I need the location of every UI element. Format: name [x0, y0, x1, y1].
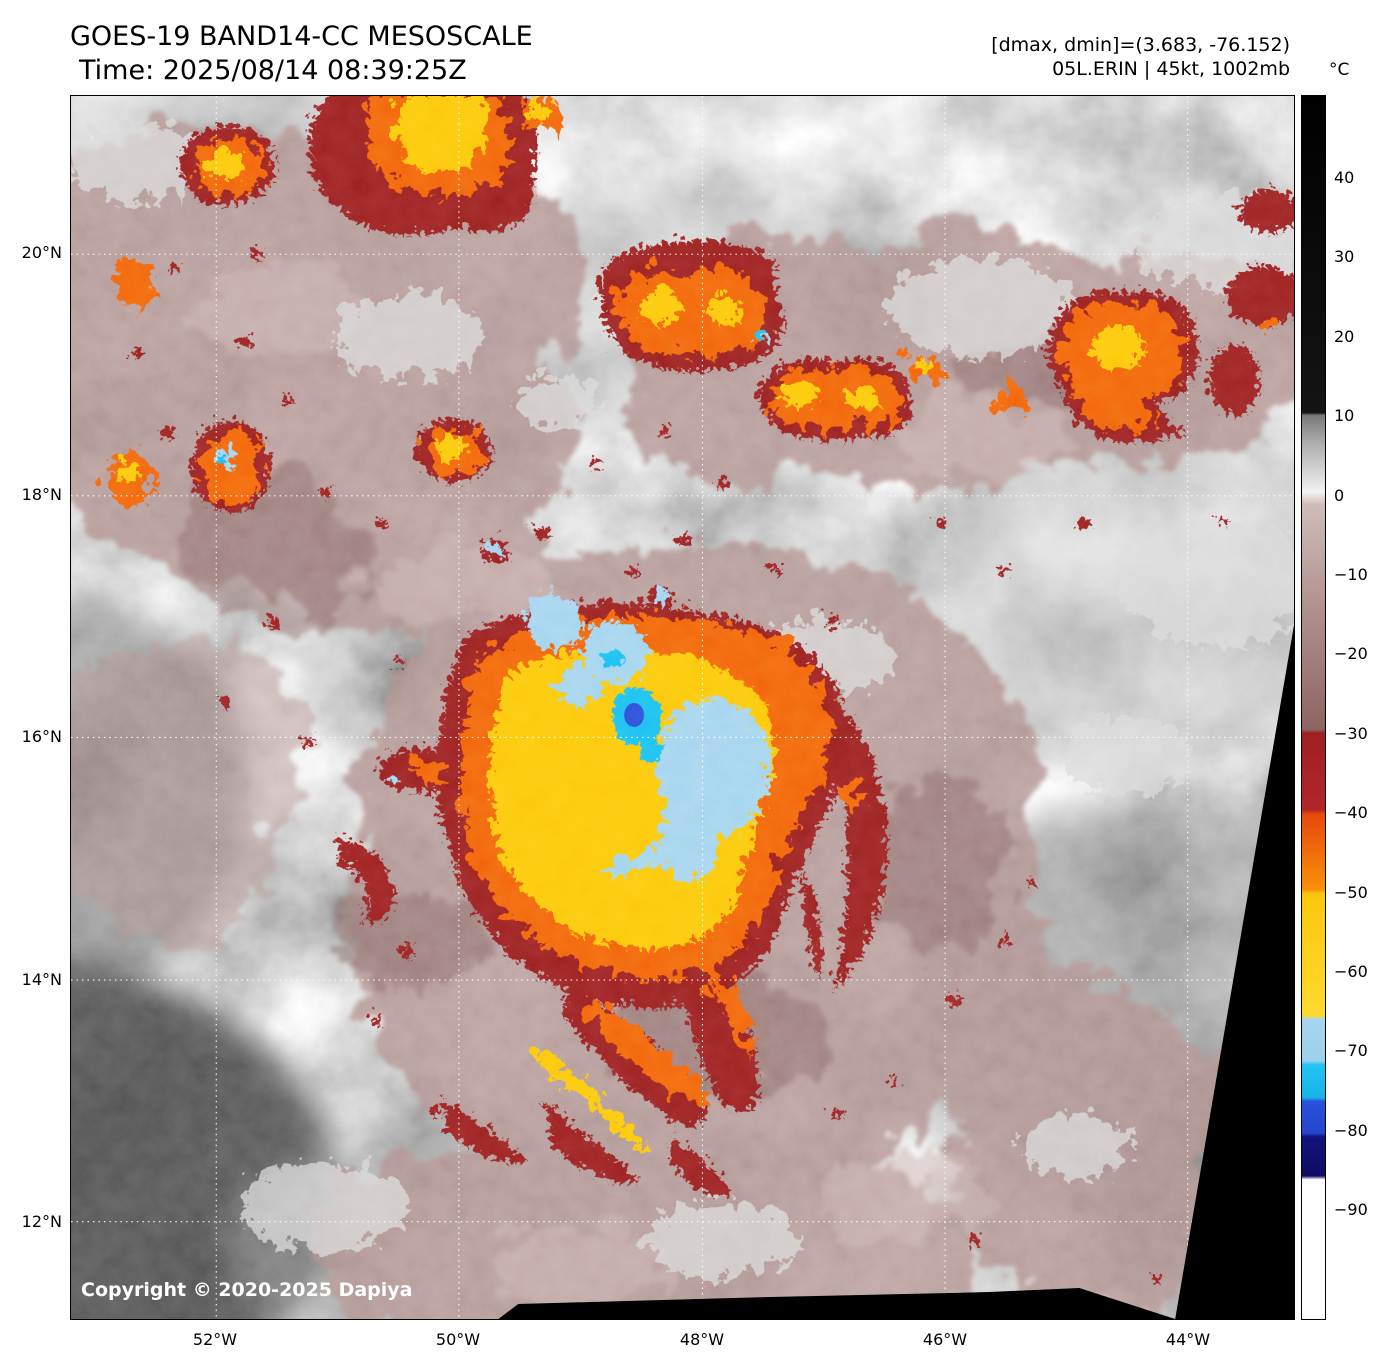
satellite-imagery-svg: [71, 96, 1294, 1319]
storm-info-readout: 05L.ERIN | 45kt, 1002mb: [1052, 58, 1290, 80]
timestamp: Time: 2025/08/14 08:39:25Z: [79, 55, 467, 86]
colorbar-tick: −80: [1334, 1121, 1368, 1140]
copyright-notice: Copyright © 2020-2025 Dapiya: [81, 1279, 413, 1301]
grain-texture-overlay: [71, 96, 1294, 1319]
lon-label: 50°W: [435, 1330, 481, 1349]
colorbar-tick: 0: [1334, 486, 1345, 505]
lon-label: 44°W: [1165, 1330, 1211, 1349]
colorbar-tick: −70: [1334, 1041, 1368, 1060]
colorbar-tick: −10: [1334, 565, 1368, 584]
temperature-colorbar: [1301, 95, 1326, 1320]
colorbar-tick: 10: [1334, 406, 1355, 425]
colorbar-tick: −60: [1334, 962, 1368, 981]
colorbar-tick: 20: [1334, 327, 1355, 346]
graticule-gridlines: [71, 96, 1294, 1319]
scan-edge-no-data: [498, 625, 1294, 1319]
lon-label: 46°W: [922, 1330, 968, 1349]
product-title: GOES-19 BAND14-CC MESOSCALE: [70, 21, 533, 52]
colorbar-tick: 40: [1334, 168, 1355, 187]
colorbar-tick: −20: [1334, 644, 1368, 663]
colorbar-tick: −50: [1334, 883, 1368, 902]
lon-label: 48°W: [679, 1330, 725, 1349]
lat-label: 16°N: [21, 727, 62, 746]
colorbar-tick: −30: [1334, 724, 1368, 743]
lat-label: 12°N: [21, 1212, 62, 1231]
lon-label: 52°W: [192, 1330, 238, 1349]
lat-label: 14°N: [21, 970, 62, 989]
colorbar-tick: 30: [1334, 247, 1355, 266]
colorbar-unit-label: °C: [1329, 60, 1350, 80]
colorbar-tick: −90: [1334, 1200, 1368, 1219]
colorbar-tick: −40: [1334, 803, 1368, 822]
lat-label: 20°N: [21, 243, 62, 262]
lat-label: 18°N: [21, 485, 62, 504]
dmax-dmin-readout: [dmax, dmin]=(3.683, -76.152): [991, 34, 1290, 56]
satellite-map: Copyright © 2020-2025 Dapiya: [70, 95, 1295, 1320]
